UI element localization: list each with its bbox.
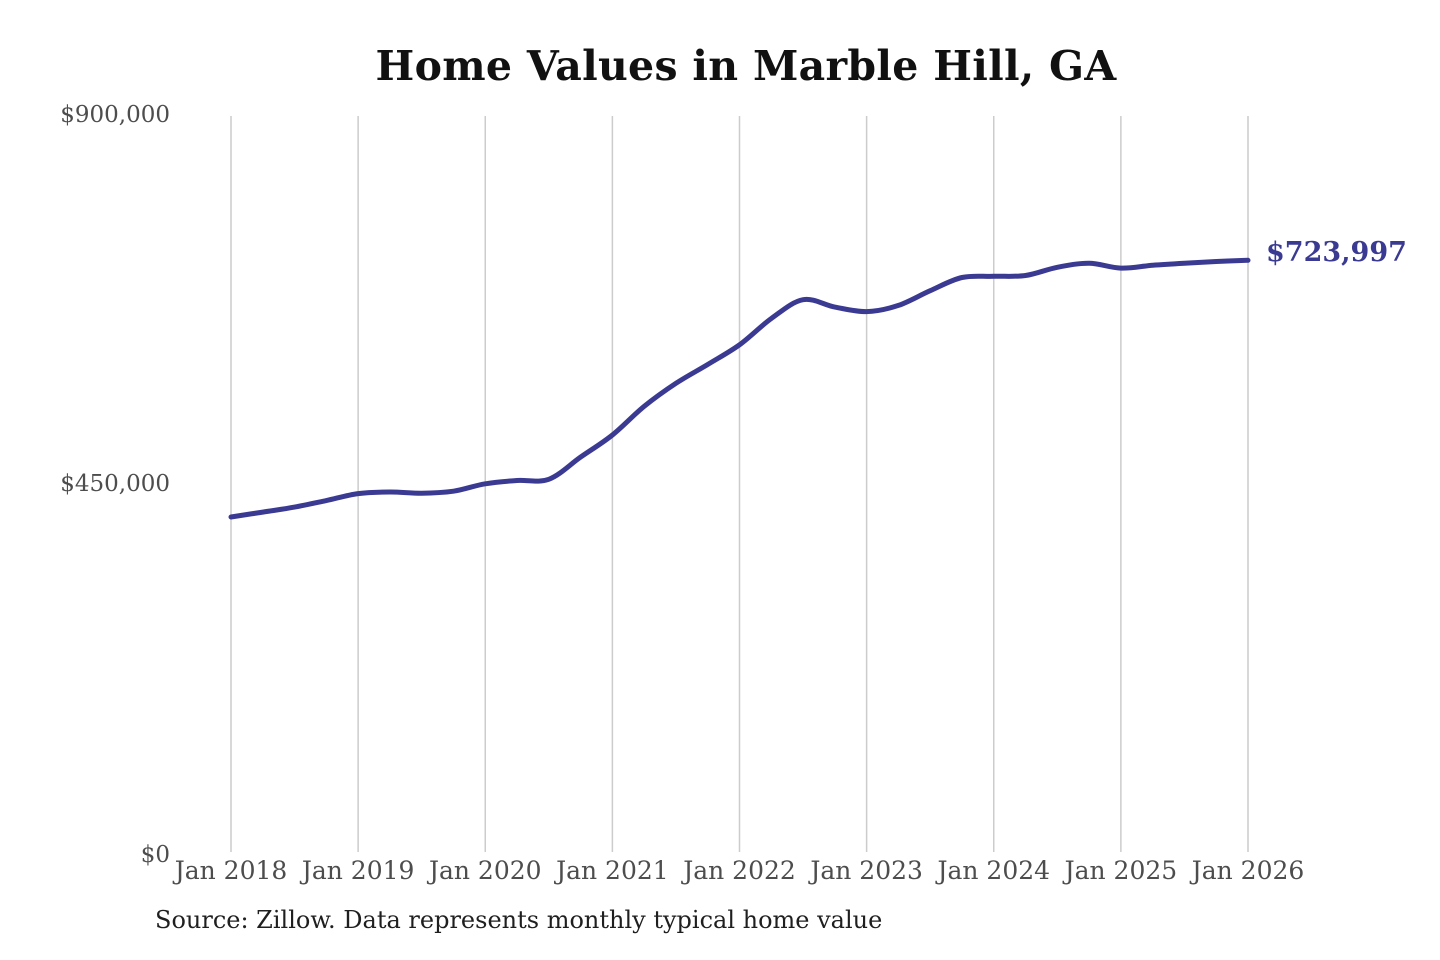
x-tick-label: Jan 2026 — [1191, 856, 1305, 885]
home-value-line — [228, 257, 1251, 520]
y-tick-label-450000: $450,000 — [60, 471, 170, 497]
x-tick-label: Jan 2019 — [301, 856, 415, 885]
x-tick-label: Jan 2020 — [428, 856, 542, 885]
x-tick-label: Jan 2024 — [937, 856, 1051, 885]
y-tick-label-900000: $900,000 — [60, 102, 170, 128]
y-tick-label-0: $0 — [140, 842, 170, 868]
chart-title: Home Values in Marble Hill, GA — [375, 42, 1117, 90]
x-tick-label: Jan 2025 — [1064, 856, 1178, 885]
latest-value-label: $723,997 — [1266, 237, 1407, 268]
source-note: Source: Zillow. Data represents monthly … — [155, 906, 883, 934]
x-tick-label: Jan 2021 — [556, 856, 669, 885]
x-tick-label: Jan 2018 — [174, 856, 288, 885]
x-tick-label: Jan 2022 — [683, 856, 796, 885]
x-tick-label: Jan 2023 — [810, 856, 923, 885]
